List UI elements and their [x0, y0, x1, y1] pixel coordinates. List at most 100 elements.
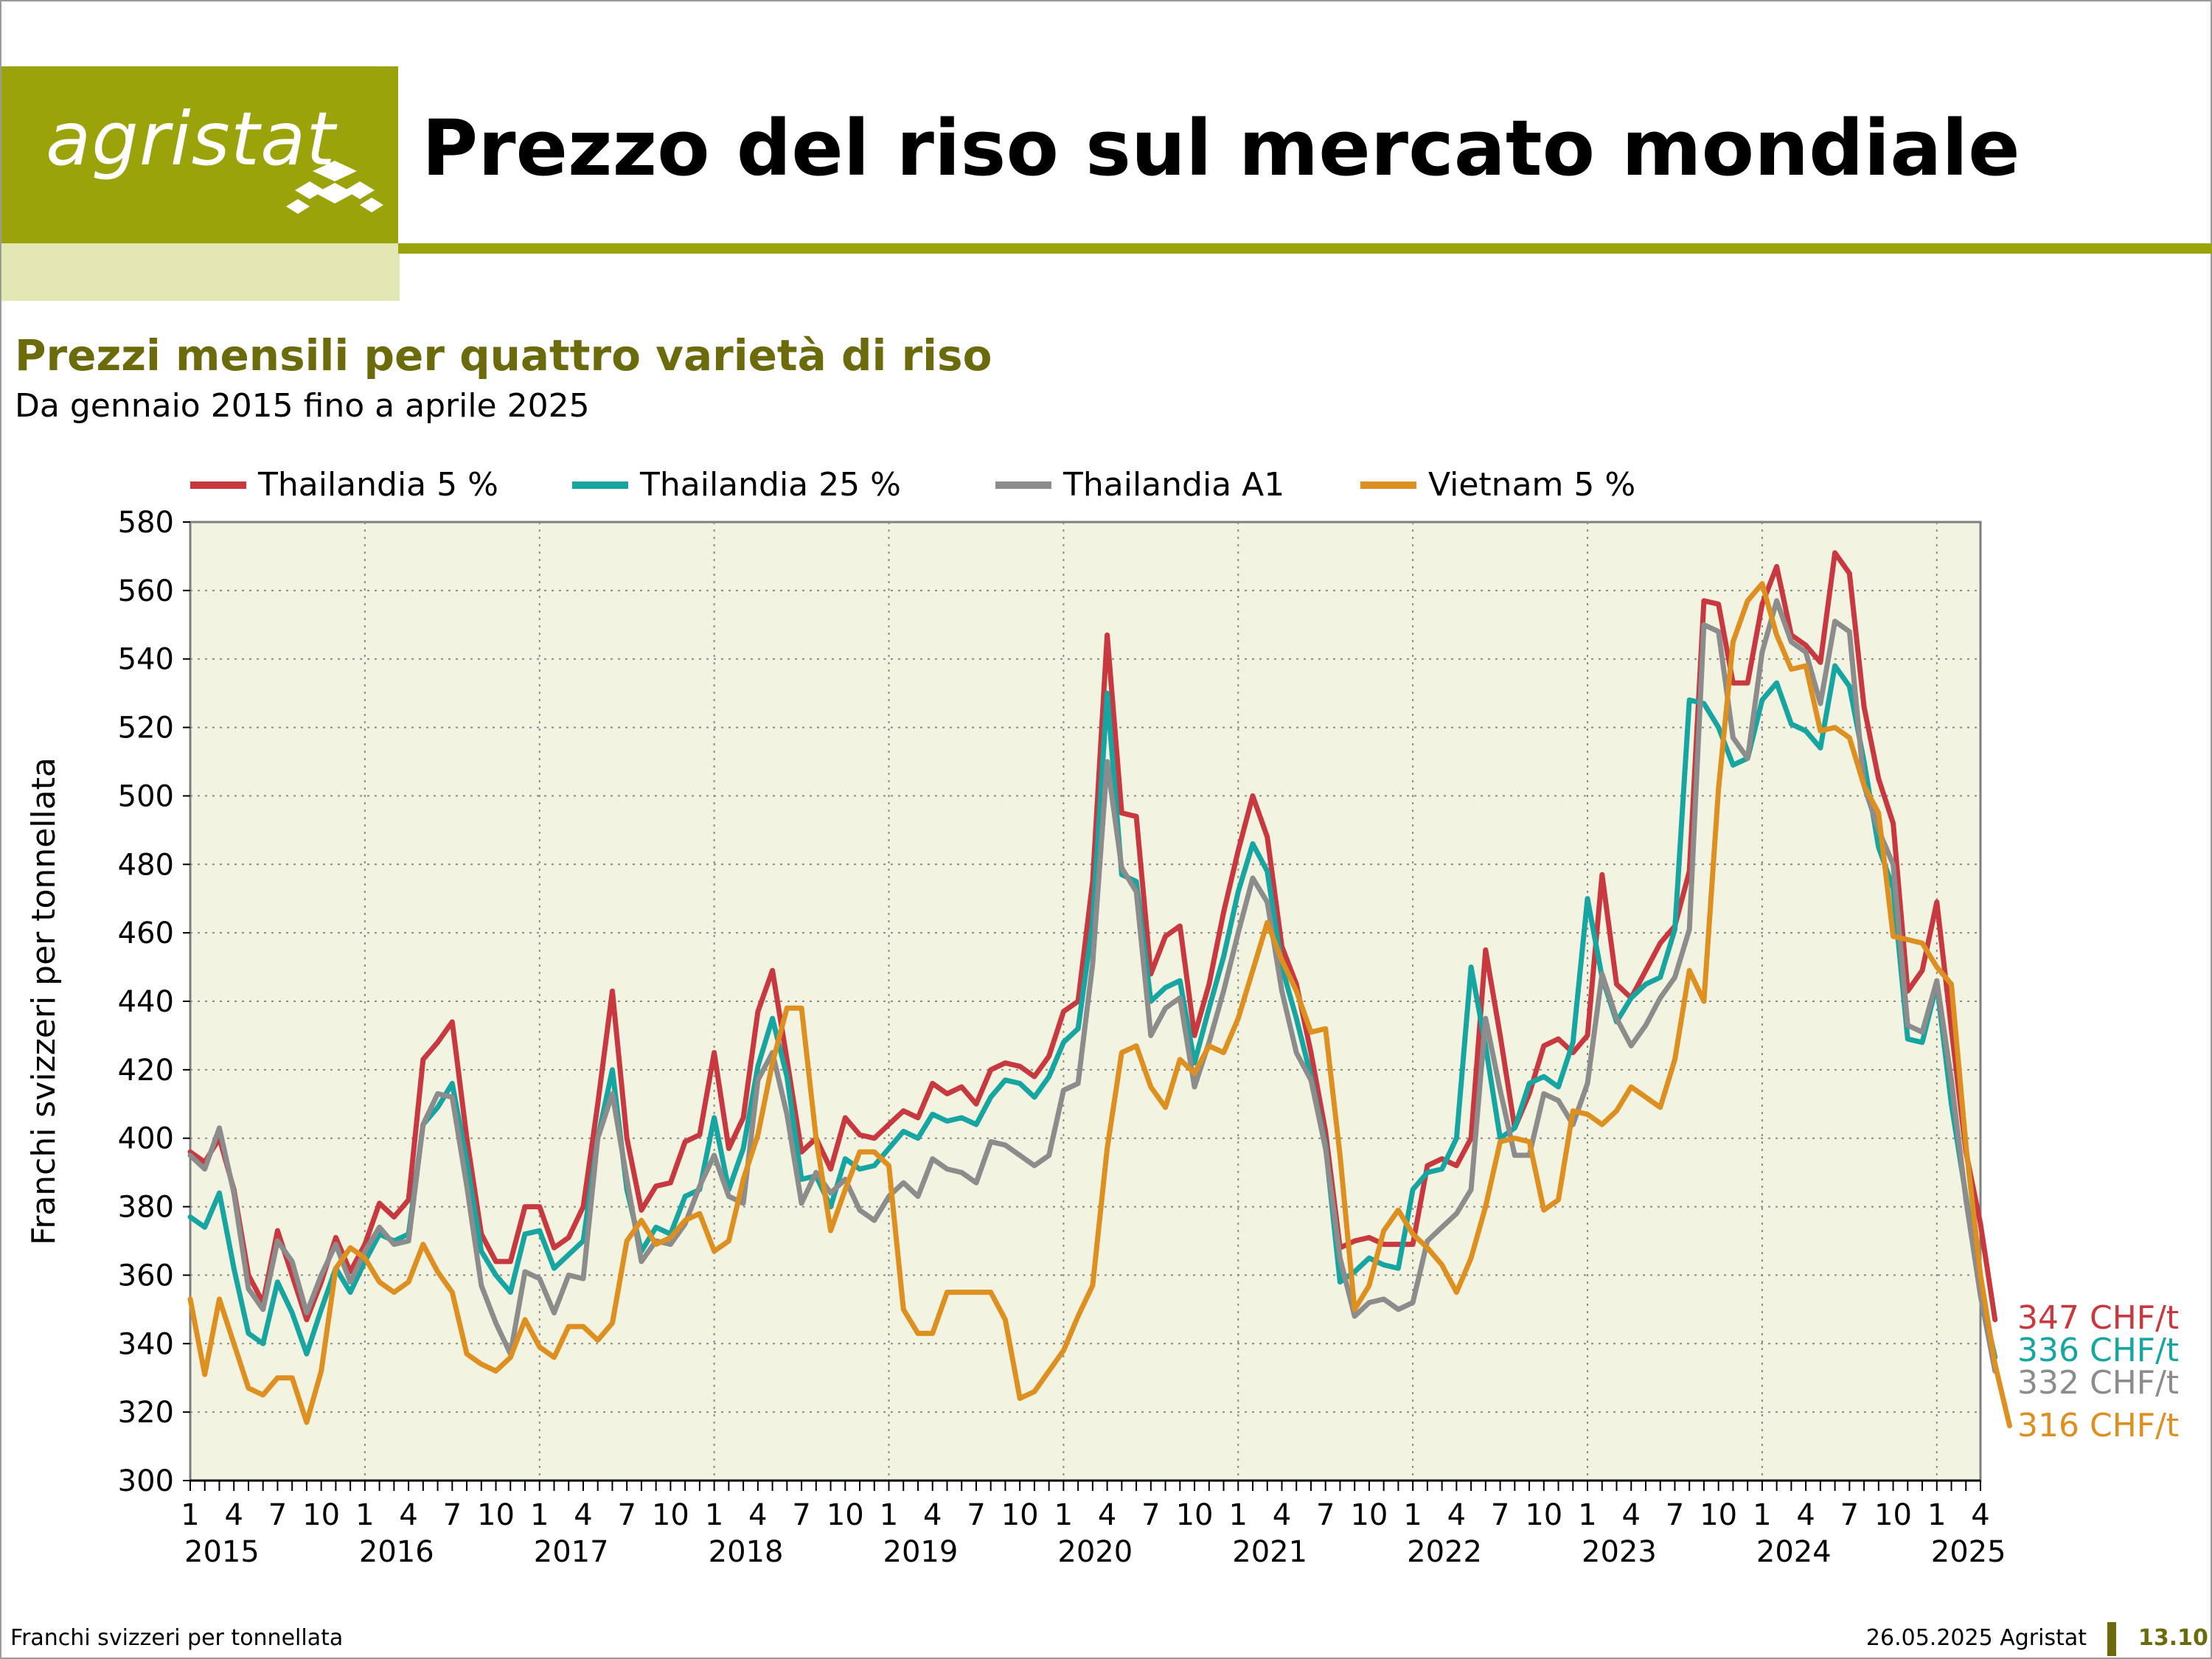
- x-month-label: 10: [1874, 1498, 1912, 1532]
- x-month-label: 1: [705, 1498, 723, 1532]
- x-month-label: 10: [827, 1498, 864, 1532]
- legend-label: Thailandia 25 %: [640, 466, 901, 504]
- x-month-label: 1: [1578, 1498, 1596, 1532]
- x-month-label: 7: [443, 1498, 462, 1532]
- x-year-label: 2021: [1232, 1535, 1307, 1569]
- x-month-label: 7: [1666, 1498, 1684, 1532]
- x-year-label: 2022: [1407, 1535, 1482, 1569]
- x-month-label: 7: [792, 1498, 810, 1532]
- x-year-label: 2020: [1057, 1535, 1133, 1569]
- x-month-label: 1: [355, 1498, 374, 1532]
- x-year-label: 2017: [534, 1535, 609, 1569]
- legend-item-thai5: Thailandia 5 %: [190, 466, 498, 504]
- logo-strip: [1, 243, 400, 301]
- end-label-thai25: 336 CHF/t: [2017, 1332, 2180, 1369]
- x-month-label: 7: [268, 1498, 287, 1532]
- legend-label: Vietnam 5 %: [1428, 466, 1636, 504]
- legend-item-thaiA1: Thailandia A1: [995, 466, 1284, 504]
- x-month-label: 4: [1447, 1498, 1466, 1532]
- x-month-label: 4: [1971, 1498, 1989, 1532]
- x-month-label: 4: [224, 1498, 243, 1532]
- x-month-label: 4: [1273, 1498, 1291, 1532]
- legend-item-viet5: Vietnam 5 %: [1360, 466, 1635, 504]
- agristat-mark-icon: [286, 161, 383, 214]
- end-label-thaiA1: 332 CHF/t: [2017, 1364, 2180, 1402]
- chart-subtitle: Prezzi mensili per quattro varietà di ri…: [15, 330, 992, 380]
- legend-swatch: [995, 481, 1051, 489]
- x-year-label: 2018: [709, 1535, 784, 1569]
- y-tick-label: 560: [118, 574, 174, 608]
- y-tick-label: 440: [118, 985, 174, 1019]
- x-month-label: 1: [1054, 1498, 1073, 1532]
- x-year-label: 2023: [1582, 1535, 1657, 1569]
- y-tick-label: 380: [118, 1191, 174, 1225]
- x-month-label: 7: [617, 1498, 636, 1532]
- legend-swatch: [1360, 481, 1416, 489]
- x-year-label: 2019: [883, 1535, 959, 1569]
- page-title: Prezzo del riso sul mercato mondiale: [422, 103, 2020, 193]
- x-month-label: 10: [477, 1498, 515, 1532]
- x-month-label: 7: [1141, 1498, 1160, 1532]
- x-month-label: 10: [1525, 1498, 1562, 1532]
- x-month-label: 7: [1840, 1498, 1859, 1532]
- x-month-label: 1: [880, 1498, 898, 1532]
- x-month-label: 1: [1229, 1498, 1248, 1532]
- y-axis-label: Franchi svizzeri per tonnellata: [25, 757, 63, 1245]
- y-tick-label: 540: [118, 643, 174, 677]
- x-month-label: 4: [923, 1498, 942, 1532]
- x-year-label: 2024: [1756, 1535, 1832, 1569]
- legend-swatch: [572, 481, 628, 489]
- y-tick-label: 460: [118, 917, 174, 950]
- x-month-label: 10: [1001, 1498, 1039, 1532]
- legend-label: Thailandia 5 %: [258, 466, 498, 504]
- x-month-label: 4: [574, 1498, 592, 1532]
- x-year-label: 2015: [184, 1535, 260, 1569]
- chart-date-range: Da gennaio 2015 fino a aprile 2025: [15, 387, 590, 425]
- x-month-label: 1: [530, 1498, 549, 1532]
- header-rule: [398, 243, 2212, 254]
- y-tick-label: 400: [118, 1122, 174, 1156]
- legend-swatch: [190, 481, 246, 489]
- plot-area: [189, 521, 1982, 1482]
- footer-unit: Franchi svizzeri per tonnellata: [10, 1625, 344, 1651]
- price-line-chart: 300 320 340 360 380 400 420 440 460 480 500 520 540 5…: [25, 506, 2012, 1569]
- x-month-label: 1: [181, 1498, 199, 1532]
- end-label-viet5: 316 CHF/t: [2017, 1407, 2180, 1444]
- y-tick-label: 580: [118, 506, 174, 540]
- x-month-label: 4: [748, 1498, 767, 1532]
- footer-divider: [2107, 1622, 2116, 1656]
- series-line-1: [187, 663, 1998, 1360]
- y-tick-label: 300: [118, 1464, 174, 1498]
- y-tick-label: 320: [118, 1396, 174, 1430]
- x-month-label: 4: [1622, 1498, 1641, 1532]
- x-year-label: 2025: [1931, 1535, 2006, 1569]
- x-month-label: 4: [1796, 1498, 1815, 1532]
- series-line-3: [187, 581, 2012, 1429]
- end-label-thai5: 347 CHF/t: [2017, 1299, 2180, 1337]
- y-tick-label: 340: [118, 1327, 174, 1361]
- x-month-label: 1: [1753, 1498, 1771, 1532]
- legend-item-thai25: Thailandia 25 %: [572, 466, 901, 504]
- series-line-2: [187, 598, 1998, 1374]
- y-tick-label: 520: [118, 712, 174, 745]
- x-month-label: 4: [399, 1498, 417, 1532]
- x-year-label: 2016: [359, 1535, 434, 1569]
- x-month-label: 7: [1316, 1498, 1335, 1532]
- x-month-label: 4: [1098, 1498, 1116, 1532]
- x-month-label: 1: [1403, 1498, 1422, 1532]
- y-tick-label: 500: [118, 779, 174, 813]
- x-month-label: 10: [1350, 1498, 1388, 1532]
- x-month-label: 10: [302, 1498, 340, 1532]
- x-month-label: 10: [1176, 1498, 1214, 1532]
- x-month-label: 7: [1491, 1498, 1509, 1532]
- page-number: 13.10: [2138, 1625, 2208, 1651]
- legend-label: Thailandia A1: [1063, 466, 1285, 504]
- x-month-label: 10: [652, 1498, 689, 1532]
- y-tick-label: 420: [118, 1054, 174, 1088]
- x-month-label: 1: [1927, 1498, 1946, 1532]
- y-tick-label: 360: [118, 1259, 174, 1293]
- y-tick-label: 480: [118, 848, 174, 882]
- footer-date-source: 26.05.2025 Agristat: [1865, 1625, 2087, 1651]
- x-month-label: 10: [1700, 1498, 1737, 1532]
